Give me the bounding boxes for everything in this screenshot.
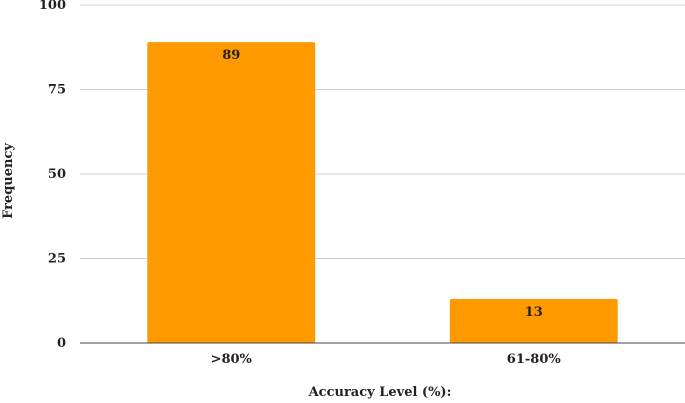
bar: [449, 299, 618, 343]
data-label: 13: [525, 305, 543, 320]
x-tick-label: 61-80%: [507, 352, 562, 367]
data-labels: 89 13: [222, 48, 543, 320]
bars: [147, 42, 618, 344]
y-axis-title: Frequency: [1, 143, 16, 219]
y-tick-label: 75: [48, 83, 66, 98]
bar: [147, 42, 316, 344]
y-axis-ticks: 0 25 50 75 100: [39, 0, 66, 351]
x-axis-title: Accuracy Level (%):: [308, 385, 452, 400]
x-axis-ticks: >80% 61-80%: [211, 352, 562, 367]
y-tick-label: 0: [57, 336, 66, 351]
y-tick-label: 50: [48, 167, 66, 182]
y-tick-label: 100: [39, 0, 66, 13]
x-tick-label: >80%: [211, 352, 253, 367]
y-tick-label: 25: [48, 252, 66, 267]
data-label: 89: [222, 48, 240, 63]
